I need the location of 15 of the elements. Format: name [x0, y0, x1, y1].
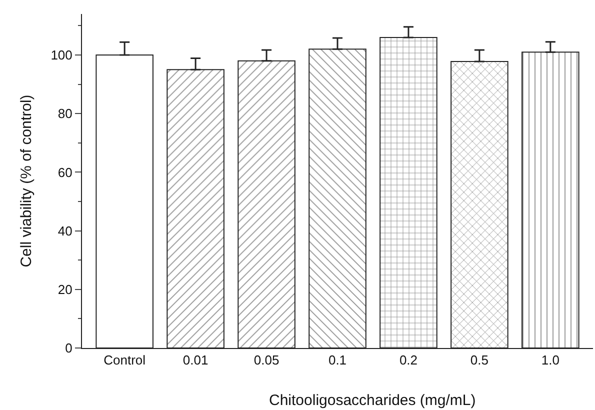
y-tick-label: 40	[58, 223, 72, 238]
x-axis-title: Chitooligosaccharides (mg/mL)	[269, 392, 476, 409]
x-tick-label: 0.1	[328, 352, 347, 368]
x-tick-label: Control	[104, 352, 146, 368]
x-tick-label: 0.2	[399, 352, 418, 368]
x-tick-label: 1.0	[541, 352, 560, 368]
y-tick-label: 20	[58, 282, 72, 297]
x-tick-label: 0.5	[470, 352, 488, 368]
y-tick-label: 100	[50, 48, 72, 63]
x-tick-label: 0.01	[182, 352, 208, 368]
y-axis-title: Cell viability (% of control)	[18, 94, 35, 268]
y-tick-label: 0	[65, 340, 72, 356]
x-tick-label: 0.05	[254, 352, 280, 368]
y-tick-label: 80	[58, 106, 72, 122]
y-tick-label: 60	[58, 164, 72, 180]
